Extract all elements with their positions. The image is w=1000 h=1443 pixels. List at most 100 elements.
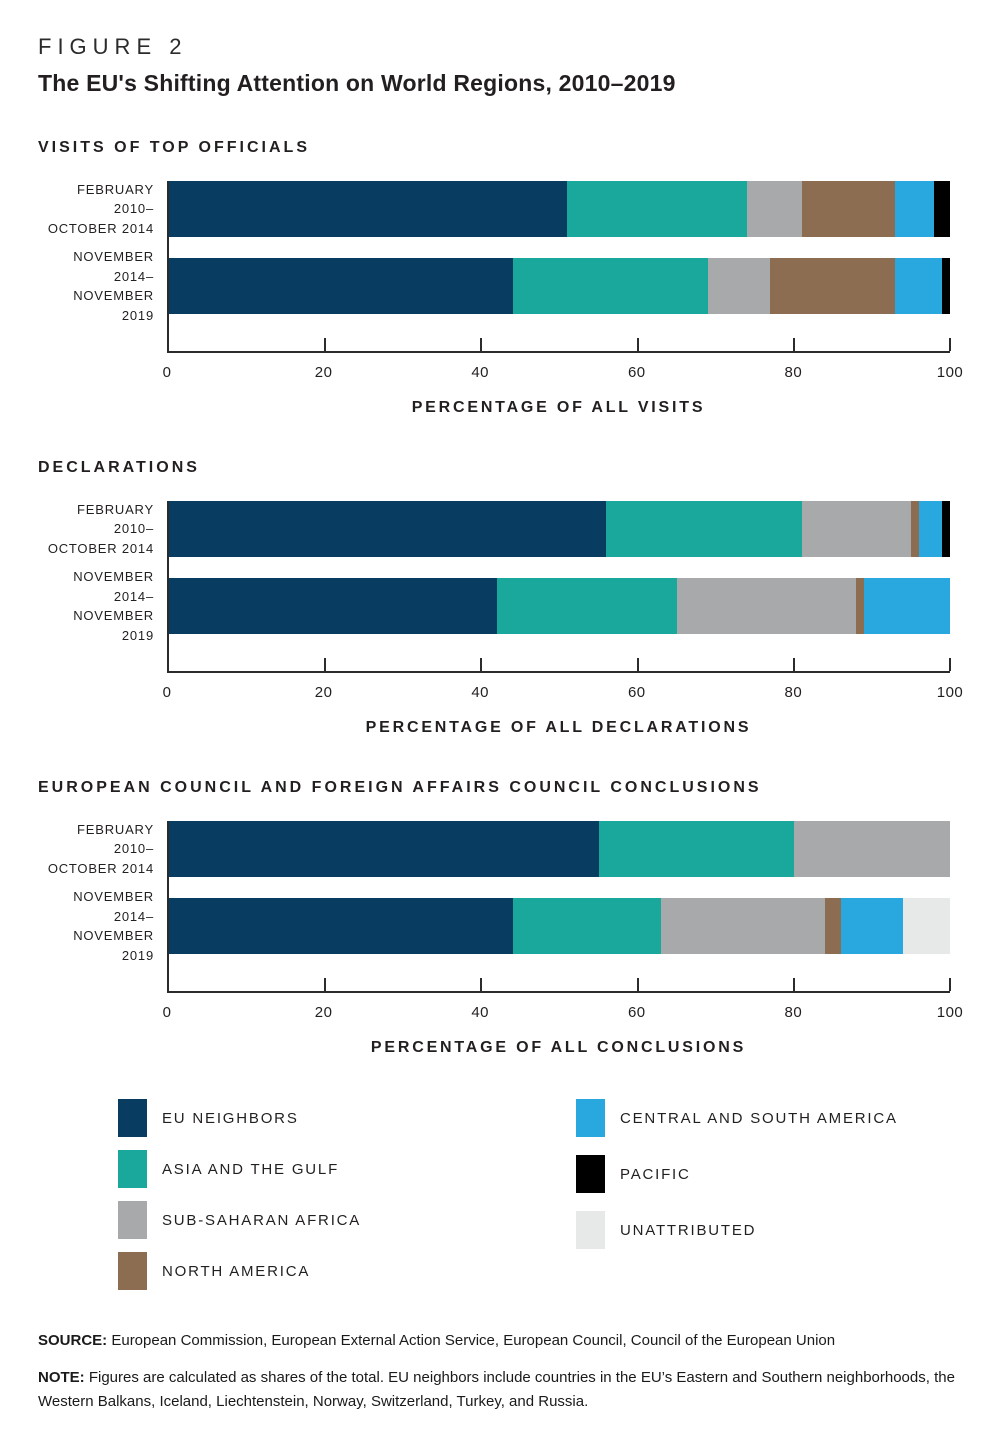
axis-tick: [792, 658, 795, 671]
axis-tick: [480, 978, 483, 991]
legend-swatch-unattributed: [576, 1211, 605, 1249]
bar-segment-eu_neighbors: [169, 898, 513, 954]
axis-tick: [792, 338, 795, 351]
x-axis-line: [169, 335, 951, 353]
axis-tick: [636, 978, 639, 991]
stacked-bar: [169, 501, 950, 557]
chart-title-conclusions: EUROPEAN COUNCIL AND FOREIGN AFFAIRS COU…: [38, 779, 762, 796]
chart-declarations: FEBRUARY 2010– OCTOBER 2014 NOVEMBER 2014…: [38, 501, 964, 737]
axis-tick: [480, 658, 483, 671]
legend-item-asia_gulf: ASIA AND THE GULF: [118, 1150, 576, 1188]
legend-swatch-central_south_america: [576, 1099, 605, 1137]
bar-segment-asia_gulf: [512, 258, 708, 314]
stacked-bar: [169, 821, 950, 877]
bar-segment-central_south_america: [895, 258, 943, 314]
legend-label: PACIFIC: [620, 1165, 691, 1183]
chart-visits: FEBRUARY 2010– OCTOBER 2014 NOVEMBER 2014…: [38, 181, 963, 417]
x-axis-tick-labels: 0 20 40 60 80 100: [163, 1004, 963, 1022]
axis-tick-label: 0: [162, 364, 172, 381]
stacked-bar: [169, 258, 950, 314]
category-labels: FEBRUARY 2010– OCTOBER 2014 NOVEMBER 2014…: [38, 501, 167, 673]
stacked-bar: [169, 898, 950, 954]
source-note: SOURCE: European Commission, European Ex…: [38, 1329, 962, 1352]
bar-segment-central_south_america: [864, 578, 950, 634]
legend-label: ASIA AND THE GULF: [162, 1160, 340, 1178]
bar-segment-central_south_america: [895, 181, 935, 237]
bar-segment-sub_saharan_africa: [661, 898, 825, 954]
axis-tick-label: 100: [936, 684, 964, 701]
bar-segment-eu_neighbors: [169, 501, 607, 557]
legend-swatch-eu_neighbors: [118, 1099, 147, 1137]
x-axis-label: PERCENTAGE OF ALL DECLARATIONS: [365, 719, 752, 736]
x-axis-label: PERCENTAGE OF ALL VISITS: [411, 399, 706, 416]
axis-tick-label: 40: [471, 684, 490, 701]
note-label: NOTE:: [38, 1369, 85, 1387]
bar-segment-pacific: [934, 181, 950, 237]
bar-segment-central_south_america: [840, 898, 904, 954]
axis-tick: [949, 338, 951, 351]
chart-title-visits: VISITS OF TOP OFFICIALS: [38, 139, 310, 156]
bar-category-label: NOVEMBER 2014– NOVEMBER 2019: [73, 569, 154, 643]
bar-segment-eu_neighbors: [169, 578, 498, 634]
bar-segment-north_america: [770, 258, 896, 314]
axis-tick-label: 60: [627, 364, 646, 381]
axis-tick: [324, 338, 327, 351]
bar-category-label: FEBRUARY 2010– OCTOBER 2014: [47, 181, 154, 236]
chart-title-declarations: DECLARATIONS: [38, 459, 200, 476]
chart-section-conclusions: EUROPEAN COUNCIL AND FOREIGN AFFAIRS COU…: [38, 779, 963, 1057]
bar-segment-asia_gulf: [598, 821, 794, 877]
axis-tick-label: 100: [936, 1004, 964, 1021]
axis-tick-label: 60: [627, 684, 646, 701]
legend-swatch-asia_gulf: [118, 1150, 147, 1188]
chart-section-visits: VISITS OF TOP OFFICIALS FEBRUARY 2010– O…: [38, 139, 963, 417]
bar-segment-sub_saharan_africa: [793, 821, 950, 877]
bar-segment-central_south_america: [918, 501, 943, 557]
plot-area: [167, 501, 951, 673]
axis-tick-label: 80: [784, 684, 803, 701]
note-text: Figures are calculated as shares of the …: [38, 1369, 955, 1410]
bar-segment-sub_saharan_africa: [707, 258, 771, 314]
legend-swatch-pacific: [576, 1155, 605, 1193]
figure-title: The EU's Shifting Attention on World Reg…: [38, 70, 676, 96]
bar-segment-asia_gulf: [606, 501, 802, 557]
bar-segment-pacific: [942, 258, 950, 314]
legend-swatch-sub_saharan_africa: [118, 1201, 147, 1239]
legend-item-sub_saharan_africa: SUB-SAHARAN AFRICA: [118, 1201, 576, 1239]
chart-conclusions: FEBRUARY 2010– OCTOBER 2014 NOVEMBER 2014…: [38, 821, 963, 1057]
x-axis-tick-labels: 0 20 40 60 80 100: [163, 364, 963, 382]
bar-segment-sub_saharan_africa: [676, 578, 857, 634]
category-labels: FEBRUARY 2010– OCTOBER 2014 NOVEMBER 2014…: [38, 181, 167, 353]
category-labels: FEBRUARY 2010– OCTOBER 2014 NOVEMBER 2014…: [38, 821, 167, 993]
legend-column-left: EU NEIGHBORS ASIA AND THE GULF SUB-SAHARAN…: [118, 1099, 576, 1303]
x-axis-line: [169, 975, 951, 993]
axis-tick: [792, 978, 795, 991]
bar-category-label: FEBRUARY 2010– OCTOBER 2014: [47, 821, 154, 876]
stacked-bar: [169, 181, 950, 237]
bar-segment-sub_saharan_africa: [801, 501, 911, 557]
legend-item-central_south_america: CENTRAL AND SOUTH AMERICA: [576, 1099, 898, 1137]
axis-tick-label: 80: [784, 364, 803, 381]
bar-segment-eu_neighbors: [169, 258, 513, 314]
axis-tick: [949, 978, 951, 991]
bar-segment-unattributed: [903, 898, 950, 954]
axis-tick: [636, 658, 639, 671]
plot-area: [167, 821, 951, 993]
axis-tick-label: 40: [471, 1004, 490, 1021]
axis-tick: [324, 658, 327, 671]
axis-tick-label: 80: [784, 1004, 803, 1021]
bar-segment-asia_gulf: [512, 898, 661, 954]
axis-tick-label: 20: [314, 364, 333, 381]
axis-tick-label: 100: [936, 364, 964, 381]
legend-label: NORTH AMERICA: [162, 1262, 311, 1280]
legend-label: SUB-SAHARAN AFRICA: [162, 1211, 362, 1229]
bar-segment-north_america: [825, 898, 841, 954]
legend-item-pacific: PACIFIC: [576, 1155, 898, 1193]
bar-segment-north_america: [910, 501, 919, 557]
bar-segment-asia_gulf: [497, 578, 677, 634]
x-axis-label: PERCENTAGE OF ALL CONCLUSIONS: [370, 1039, 747, 1056]
bar-segment-north_america: [801, 181, 896, 237]
legend-swatch-north_america: [118, 1252, 147, 1290]
bar-segment-sub_saharan_africa: [746, 181, 802, 237]
axis-tick-label: 40: [471, 364, 490, 381]
